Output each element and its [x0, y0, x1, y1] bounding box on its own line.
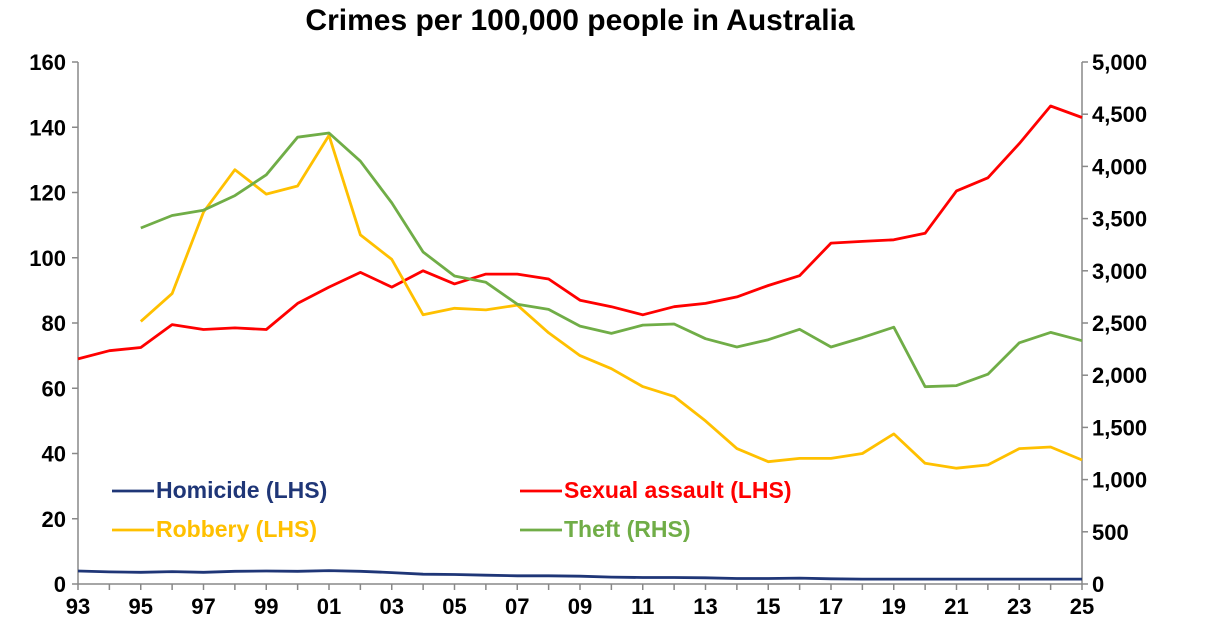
right-tick-label: 4,000: [1092, 154, 1147, 179]
chart-legend: Homicide (LHS) Sexual assault (LHS) Robber…: [112, 477, 792, 542]
x-tick-label: 99: [254, 594, 278, 619]
x-tick-label: 23: [1007, 594, 1031, 619]
left-tick-label: 0: [54, 572, 66, 597]
x-tick-label: 97: [191, 594, 215, 619]
right-tick-label: 500: [1092, 520, 1129, 545]
right-tick-label: 3,500: [1092, 207, 1147, 232]
left-tick-label: 40: [42, 442, 66, 467]
sexual-assault-series-line: [77, 104, 1083, 361]
right-tick-label: 3,000: [1092, 259, 1147, 284]
robbery-series-line: [139, 134, 1083, 470]
x-tick-label: 07: [505, 594, 529, 619]
x-tick-label: 93: [66, 594, 90, 619]
x-tick-label: 21: [944, 594, 968, 619]
left-tick-label: 20: [42, 507, 66, 532]
left-tick-label: 140: [29, 115, 66, 140]
chart-axes: 0 20 40 60 80 100 120 140 160 0 500 1,000 1,500 2,000…: [29, 50, 1147, 619]
left-tick-label: 100: [29, 246, 66, 271]
x-tick-label: 05: [442, 594, 466, 619]
x-tick-label: 01: [317, 594, 341, 619]
right-tick-label: 1,500: [1092, 415, 1147, 440]
theft-legend-label: Theft (RHS): [564, 516, 690, 542]
x-tick-label: 95: [129, 594, 153, 619]
sexual-assault-legend-label: Sexual assault (LHS): [564, 477, 792, 503]
x-tick-label: 09: [568, 594, 592, 619]
right-tick-label: 4,500: [1092, 102, 1147, 127]
left-tick-label: 120: [29, 181, 66, 206]
homicide-legend-label: Homicide (LHS): [156, 477, 327, 503]
chart-series-lines: [77, 104, 1083, 581]
x-tick-label: 19: [882, 594, 906, 619]
x-tick-label: 15: [756, 594, 780, 619]
left-tick-label: 160: [29, 50, 66, 75]
chart-title: Crimes per 100,000 people in Australia: [305, 4, 855, 37]
right-tick-label: 1,000: [1092, 468, 1147, 493]
x-tick-label: 17: [819, 594, 843, 619]
left-tick-label: 60: [42, 376, 66, 401]
x-tick-label: 03: [380, 594, 404, 619]
right-tick-label: 5,000: [1092, 50, 1147, 75]
right-tick-label: 2,500: [1092, 311, 1147, 336]
theft-series-line: [140, 131, 1083, 389]
right-tick-label: 0: [1092, 572, 1104, 597]
x-tick-label: 25: [1070, 594, 1094, 619]
x-tick-label: 13: [693, 594, 717, 619]
robbery-legend-label: Robbery (LHS): [156, 516, 317, 542]
right-tick-label: 2,000: [1092, 363, 1147, 388]
homicide-series-line: [77, 569, 1082, 581]
x-tick-label: 11: [631, 594, 654, 619]
left-tick-label: 80: [42, 311, 66, 336]
